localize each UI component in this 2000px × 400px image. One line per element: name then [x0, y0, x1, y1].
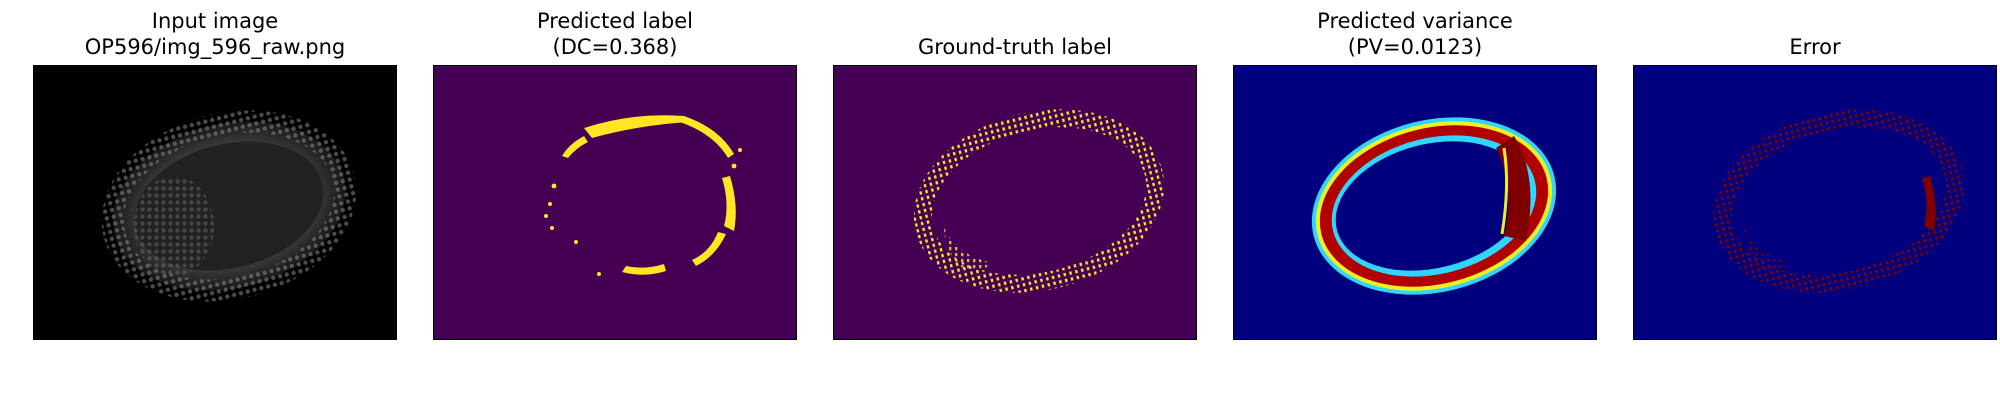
panel-input-image: Input image OP596/img_596_raw.png: [33, 0, 397, 400]
title-line-2: (DC=0.368): [552, 35, 678, 59]
ground-truth-label-frame: [833, 65, 1197, 340]
predicted-variance-image: [1234, 66, 1596, 339]
panel-title: Error: [1633, 8, 1997, 60]
panel-title: Input image OP596/img_596_raw.png: [33, 8, 397, 60]
panel-ground-truth-label: Ground-truth label: [833, 0, 1197, 400]
panel-title: Predicted label (DC=0.368): [433, 8, 797, 60]
ground-truth-label-image: [834, 66, 1196, 339]
panel-title: Ground-truth label: [833, 8, 1197, 60]
panel-error: Error: [1633, 0, 1997, 400]
title-line-1: Input image: [151, 9, 279, 33]
panel-predicted-label: Predicted label (DC=0.368): [433, 0, 797, 400]
title-line-2: Ground-truth label: [917, 35, 1112, 59]
input-image: [34, 66, 396, 339]
error-image: [1634, 66, 1996, 339]
title-line-1: Predicted variance: [1317, 9, 1513, 33]
panel-predicted-variance: Predicted variance (PV=0.0123): [1233, 0, 1597, 400]
input-image-frame: [33, 65, 397, 340]
title-line-2: Error: [1789, 35, 1841, 59]
predicted-variance-frame: [1233, 65, 1597, 340]
title-line-1: Predicted label: [536, 9, 694, 33]
title-line-2: (PV=0.0123): [1347, 35, 1483, 59]
predicted-label-image: [434, 66, 796, 339]
error-frame: [1633, 65, 1997, 340]
predicted-label-frame: [433, 65, 797, 340]
title-line-2: OP596/img_596_raw.png: [84, 35, 346, 59]
panel-title: Predicted variance (PV=0.0123): [1233, 8, 1597, 60]
